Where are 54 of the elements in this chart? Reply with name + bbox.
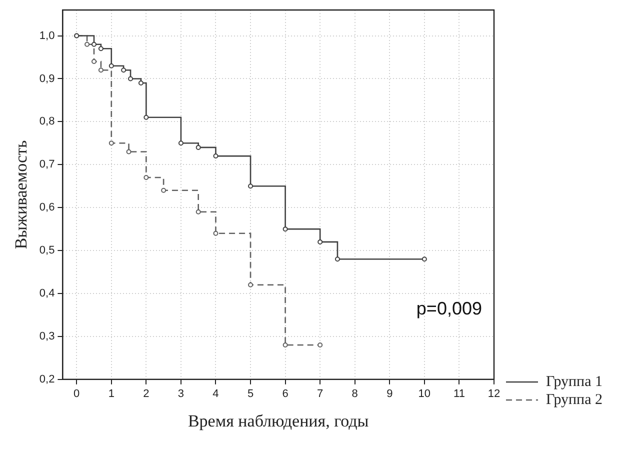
annotation: p=0,009	[416, 298, 482, 318]
x-tick-label: 12	[488, 388, 500, 400]
point	[98, 68, 104, 73]
y-tick-label: 0,6	[39, 202, 55, 214]
point	[213, 154, 218, 159]
point	[422, 256, 427, 262]
point	[318, 342, 323, 348]
x-tick-label: 6	[282, 388, 288, 400]
point	[196, 144, 201, 150]
y-tick-label: 1,0	[39, 30, 55, 42]
point	[91, 59, 96, 64]
point	[121, 68, 126, 73]
y-tick-label: 0,5	[39, 244, 55, 257]
point	[84, 42, 90, 47]
legend-label: Группа 1	[546, 374, 602, 391]
point	[144, 114, 149, 120]
y-axis-title: Выживаемость	[12, 140, 31, 250]
x-tick-label: 7	[317, 388, 324, 400]
x-tick-label: 2	[143, 388, 150, 400]
point	[248, 282, 254, 288]
x-tick-label: 11	[454, 388, 465, 400]
point	[196, 209, 201, 214]
point	[282, 342, 288, 348]
y-tick-label: 0,7	[39, 158, 55, 171]
x-tick-label: 9	[386, 388, 393, 400]
y-tick-label: 0,2	[39, 373, 55, 386]
x-tick-label: 1	[108, 388, 114, 400]
point	[98, 46, 104, 52]
x-tick-label: 4	[212, 388, 219, 400]
y-tick-label: 0,4	[39, 288, 55, 300]
point	[108, 140, 114, 146]
x-tick-label: 8	[352, 388, 358, 400]
x-axis-title: Время наблюдения, годы	[188, 411, 370, 430]
x-tick-label: 0	[74, 388, 80, 400]
point	[126, 149, 132, 154]
y-tick-label: 0,3	[39, 330, 55, 342]
y-tick-label: 0,8	[39, 116, 55, 128]
point	[161, 188, 166, 193]
point	[178, 140, 184, 146]
point	[282, 226, 288, 232]
x-tick-label: 10	[418, 388, 431, 400]
point	[108, 63, 114, 68]
point	[334, 256, 340, 262]
point	[138, 80, 144, 86]
y-tick-label: 0,9	[39, 72, 55, 85]
legend-label: Группа 2	[546, 392, 602, 409]
point	[144, 175, 149, 180]
point	[213, 230, 218, 236]
point	[128, 76, 134, 82]
point	[318, 239, 323, 244]
x-tick-label: 3	[178, 388, 184, 400]
x-tick-label: 5	[247, 388, 254, 400]
point	[91, 42, 96, 47]
point	[248, 184, 254, 189]
